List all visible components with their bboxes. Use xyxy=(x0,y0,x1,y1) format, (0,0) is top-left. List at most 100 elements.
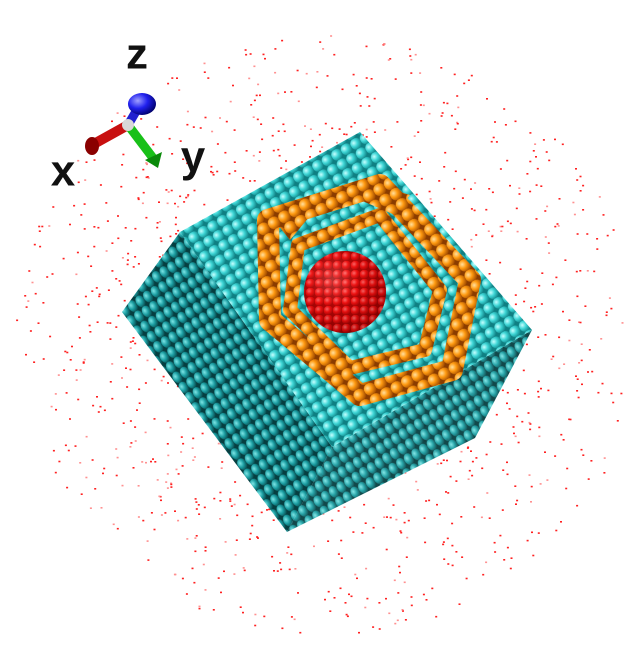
water-dot xyxy=(347,616,349,618)
water-dot xyxy=(606,315,608,317)
water-dot xyxy=(444,152,446,154)
water-dot xyxy=(529,423,531,425)
water-dot xyxy=(121,164,123,166)
water-dot xyxy=(492,192,494,194)
water-dot xyxy=(200,127,202,129)
water-dot xyxy=(546,479,548,481)
water-dot xyxy=(107,220,109,222)
water-dot xyxy=(234,129,236,131)
water-dot xyxy=(411,596,413,598)
water-dot xyxy=(158,496,160,498)
water-dot xyxy=(474,210,476,212)
water-dot xyxy=(363,504,365,506)
water-dot xyxy=(145,432,147,434)
water-dot xyxy=(183,201,185,203)
water-dot xyxy=(437,463,439,465)
water-dot xyxy=(316,71,318,73)
water-dot xyxy=(410,72,412,74)
water-dot xyxy=(494,542,496,544)
water-dot xyxy=(132,340,134,342)
red-core-shade xyxy=(304,251,386,333)
water-dot xyxy=(532,311,534,313)
water-dot xyxy=(125,227,127,229)
water-dot xyxy=(78,316,80,318)
water-dot xyxy=(175,217,177,219)
water-dot xyxy=(250,104,252,106)
water-dot xyxy=(513,426,515,428)
water-dot xyxy=(558,225,560,227)
water-dot xyxy=(613,229,615,231)
water-dot xyxy=(574,214,576,216)
water-dot xyxy=(272,117,274,119)
water-dot xyxy=(35,293,37,295)
water-dot xyxy=(530,307,532,309)
water-dot xyxy=(79,462,81,464)
water-dot xyxy=(346,134,348,136)
water-dot xyxy=(319,41,321,43)
water-dot xyxy=(242,612,244,614)
water-dot xyxy=(540,483,542,485)
water-dot xyxy=(290,91,292,93)
water-dot xyxy=(77,303,79,305)
water-dot xyxy=(86,161,88,163)
water-dot xyxy=(161,514,163,516)
water-dot xyxy=(221,467,223,469)
water-dot xyxy=(366,46,368,48)
water-dot xyxy=(610,308,612,310)
water-dot xyxy=(263,616,265,618)
water-dot xyxy=(85,296,87,298)
water-dot xyxy=(66,352,68,354)
water-dot xyxy=(33,361,35,363)
water-dot xyxy=(77,399,79,401)
water-dot xyxy=(596,248,598,250)
molecule-render: z x y xyxy=(0,0,632,660)
water-dot xyxy=(524,287,526,289)
water-dot xyxy=(280,167,282,169)
water-dot xyxy=(333,54,335,56)
water-dot xyxy=(428,500,430,502)
water-dot xyxy=(154,418,156,420)
water-dot xyxy=(407,157,409,159)
water-dot xyxy=(167,83,169,85)
water-dot xyxy=(436,504,438,506)
water-dot xyxy=(516,416,518,418)
water-dot xyxy=(192,568,194,570)
water-dot xyxy=(324,599,326,601)
water-dot xyxy=(229,173,231,175)
water-dot xyxy=(562,144,564,146)
water-dot xyxy=(177,230,179,232)
water-dot xyxy=(454,128,456,130)
water-dot xyxy=(193,126,195,128)
water-dot xyxy=(471,208,473,210)
water-dot xyxy=(97,227,99,229)
water-dot xyxy=(77,160,79,162)
water-dot xyxy=(294,568,296,570)
water-dot xyxy=(394,623,396,625)
water-dot xyxy=(167,382,169,384)
water-dot xyxy=(489,273,491,275)
water-dot xyxy=(501,443,503,445)
water-dot xyxy=(136,409,138,411)
water-dot xyxy=(282,124,284,126)
water-dot xyxy=(133,337,135,339)
water-dot xyxy=(294,144,296,146)
water-dot xyxy=(469,470,471,472)
water-dot xyxy=(254,180,256,182)
water-dot xyxy=(496,414,498,416)
water-dot xyxy=(455,171,457,173)
water-dot xyxy=(177,520,179,522)
water-dot xyxy=(297,592,299,594)
water-dot xyxy=(251,525,253,527)
water-dot xyxy=(310,146,312,148)
water-dot xyxy=(41,226,43,228)
water-dot xyxy=(304,125,306,127)
water-dot xyxy=(127,253,129,255)
water-dot xyxy=(366,598,368,600)
water-dot xyxy=(182,465,184,467)
water-dot xyxy=(274,72,276,74)
water-dot xyxy=(538,436,540,438)
water-dot xyxy=(443,541,445,543)
water-dot xyxy=(340,588,342,590)
water-dot xyxy=(319,151,321,153)
water-dot xyxy=(400,168,402,170)
